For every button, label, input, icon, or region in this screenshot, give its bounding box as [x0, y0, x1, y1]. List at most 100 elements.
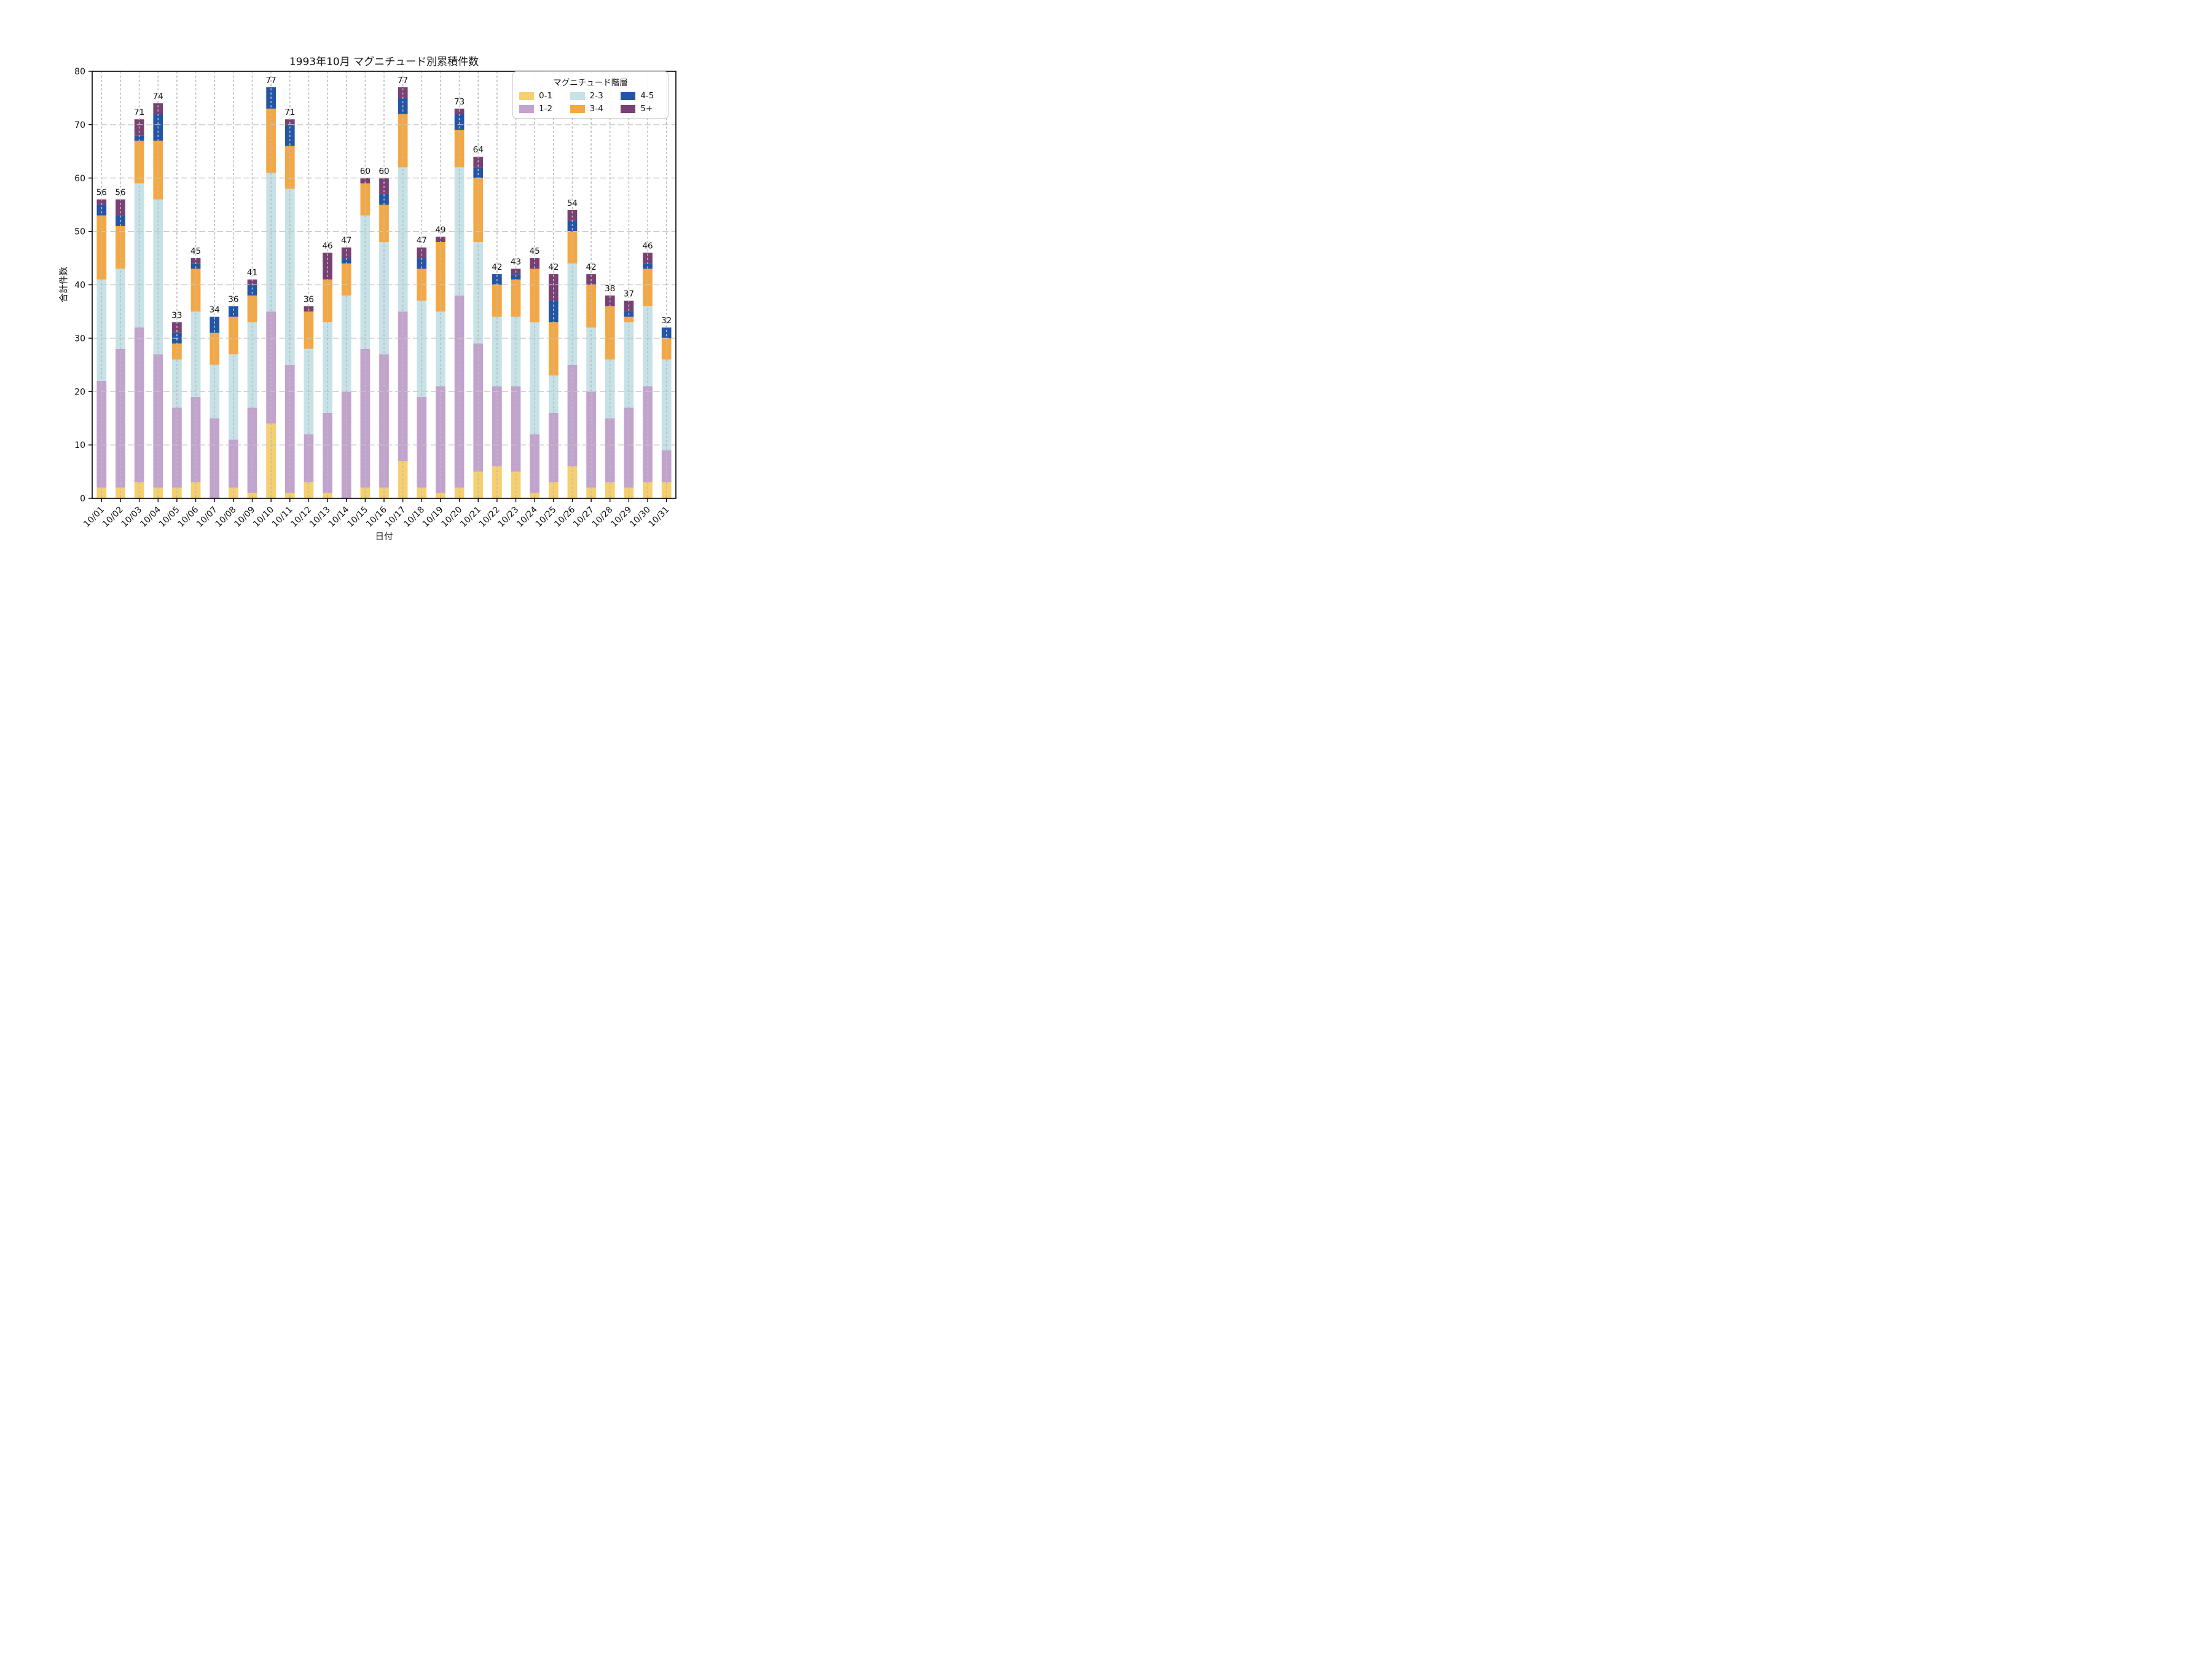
bar-segment-10/11-5+: [284, 119, 295, 125]
bar-total-label: 77: [398, 76, 408, 85]
legend-item-5+: 5+: [621, 104, 662, 114]
legend-label: 5+: [640, 104, 653, 114]
bar-segment-10/07-4-5: [210, 316, 220, 333]
x-tick-label: 10/06: [176, 504, 201, 529]
bar-segment-10/04-5+: [153, 103, 163, 114]
bar-total-label: 41: [247, 268, 257, 278]
bar-segment-10/06-2-3: [190, 311, 201, 397]
bar-total-label: 36: [228, 294, 238, 304]
bar-total-label: 46: [322, 241, 332, 251]
bar-total-label: 34: [210, 305, 220, 315]
bar-total-label: 71: [284, 108, 295, 117]
x-tick-label: 10/20: [440, 505, 465, 530]
bar-segment-10/14-5+: [341, 247, 351, 259]
legend-items: 0-1 2-3 4-5 1-2 3-4 5+: [519, 91, 662, 114]
x-tick-label: 10/22: [477, 505, 502, 530]
x-tick-label: 10/30: [628, 505, 653, 530]
bar-total-label: 42: [548, 262, 559, 272]
x-tick-label: 10/18: [402, 505, 426, 530]
x-tick-label: 10/21: [458, 505, 483, 530]
bar-segment-10/03-4-5: [134, 135, 144, 141]
x-tick-label: 10/13: [308, 505, 332, 530]
y-tick-label: 0: [80, 494, 85, 504]
bar-total-label: 43: [511, 257, 521, 267]
legend-label: 2-3: [589, 91, 603, 101]
bar-total-label: 77: [266, 76, 276, 85]
bar-segment-10/19-5+: [436, 237, 445, 242]
x-tick-label: 10/04: [138, 504, 163, 529]
x-tick-label: 10/11: [270, 505, 295, 530]
x-tick-label: 10/26: [552, 504, 577, 529]
legend-item-0-1: 0-1: [519, 91, 560, 101]
bar-segment-10/23-3-4: [511, 279, 521, 317]
legend-item-2-3: 2-3: [570, 91, 611, 101]
bar-segment-10/08-4-5: [228, 306, 238, 317]
y-tick-label: 60: [74, 174, 85, 184]
bar-total-label: 36: [304, 294, 314, 304]
bar-segment-10/30-3-4: [643, 269, 653, 307]
bar-total-label: 42: [586, 262, 597, 272]
legend-swatch-5+: [621, 104, 636, 113]
bar-segment-10/19-1-2: [436, 386, 445, 493]
bar-segment-10/16-3-4: [379, 205, 389, 242]
bar-segment-10/26-5+: [567, 210, 578, 221]
bar-segment-10/13-2-3: [323, 322, 332, 413]
x-tick-label: 10/23: [496, 505, 520, 530]
bar-segment-10/28-2-3: [605, 359, 615, 418]
bar-segment-10/10-0-1: [266, 423, 276, 498]
bar-total-label: 46: [642, 241, 653, 251]
bar-segment-10/08-2-3: [228, 354, 238, 440]
legend-swatch-1-2: [519, 104, 534, 113]
bar-segment-10/15-1-2: [360, 348, 371, 488]
bar-segment-10/25-1-2: [548, 413, 559, 482]
y-tick-label: 30: [74, 334, 85, 343]
x-tick-label: 10/19: [421, 505, 445, 530]
bar-segment-10/28-0-1: [605, 482, 615, 498]
x-tick-label: 10/14: [327, 504, 351, 529]
x-tick-label: 10/15: [345, 505, 370, 530]
bar-segment-10/08-1-2: [228, 439, 238, 488]
bar-segment-10/12-0-1: [304, 482, 314, 498]
x-tick-label: 10/28: [590, 505, 615, 530]
bar-total-label: 56: [115, 188, 125, 198]
bar-total-label: 64: [473, 145, 484, 155]
bar-segment-10/30-4-5: [643, 263, 653, 269]
bar-total-label: 54: [567, 198, 578, 208]
x-tick-label: 10/24: [515, 504, 539, 529]
bar-segment-10/07-2-3: [210, 364, 220, 418]
legend-swatch-3-4: [570, 104, 585, 113]
bar-segment-10/27-2-3: [586, 327, 596, 392]
y-axis-label: 合計件数: [59, 267, 69, 302]
bar-segment-10/26-0-1: [567, 466, 578, 498]
legend: マグニチュード階層 0-1 2-3 4-5 1-2 3-4 5+: [512, 71, 669, 119]
bar-segment-10/30-2-3: [643, 306, 653, 386]
x-tick-label: 10/08: [214, 505, 238, 530]
bar-segment-10/18-5+: [417, 247, 427, 259]
x-tick-label: 10/01: [82, 505, 106, 530]
x-tick-label: 10/09: [232, 505, 257, 530]
y-tick-label: 50: [74, 227, 85, 237]
bar-segment-10/15-5+: [360, 178, 371, 184]
bar-segment-10/05-1-2: [172, 407, 182, 488]
bar-segment-10/24-3-4: [530, 269, 540, 323]
legend-title: マグニチュード階層: [553, 78, 628, 88]
y-tick-label: 10: [74, 441, 85, 450]
legend-label: 1-2: [539, 104, 553, 114]
y-tick-label: 20: [74, 387, 85, 397]
legend-item-4-5: 4-5: [621, 91, 662, 101]
bar-total-label: 47: [417, 236, 427, 246]
bar-segment-10/31-0-1: [661, 482, 672, 498]
legend-swatch-2-3: [570, 92, 585, 100]
legend-label: 4-5: [640, 91, 654, 101]
bar-segment-10/31-4-5: [661, 327, 672, 339]
y-tick-label: 80: [74, 67, 85, 77]
bar-segment-10/15-2-3: [360, 215, 371, 349]
bar-segment-10/20-4-5: [454, 114, 465, 130]
bar-segment-10/03-0-1: [134, 482, 144, 498]
bar-total-label: 33: [171, 310, 182, 320]
chart-canvas: 0102030405060708010/0110/0210/0310/0410/…: [74, 67, 677, 530]
bar-segment-10/13-5+: [323, 253, 332, 280]
bar-segment-10/17-2-3: [398, 167, 408, 312]
bar-total-label: 71: [134, 108, 144, 117]
bar-total-label: 42: [492, 262, 502, 272]
